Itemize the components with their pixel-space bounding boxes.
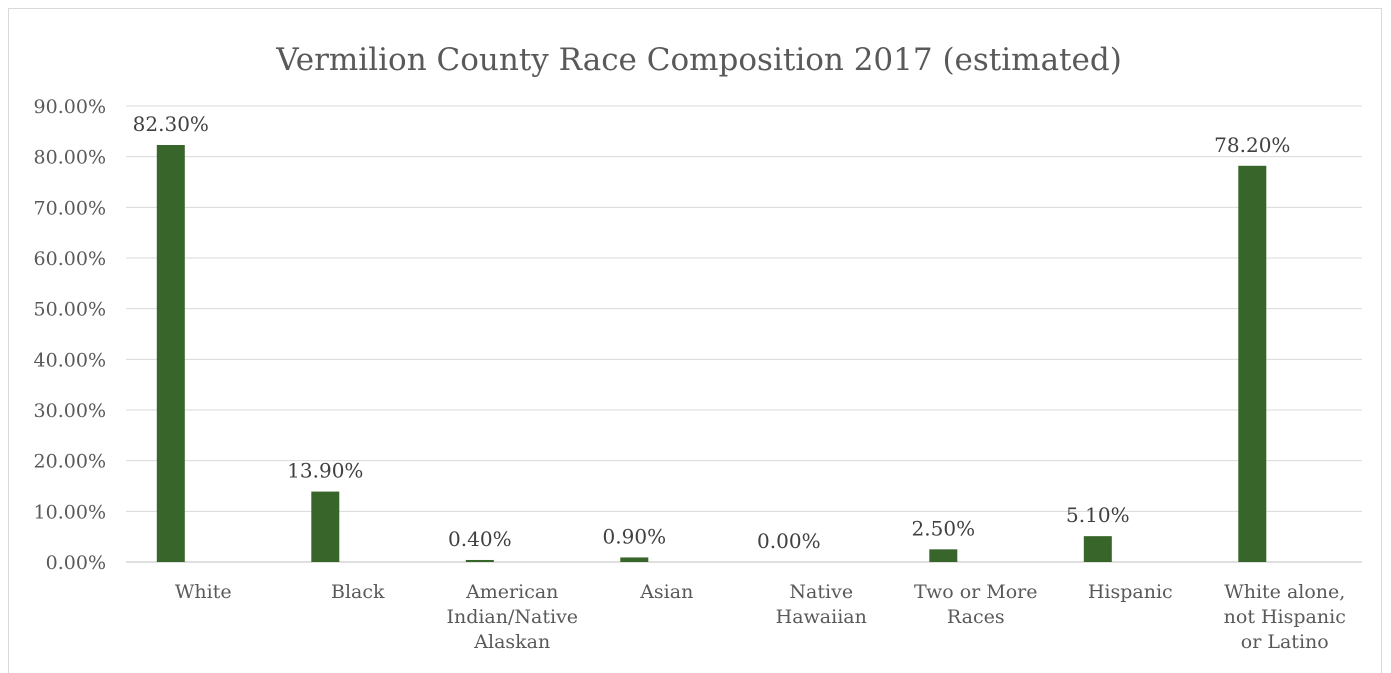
y-tick-label: 80.00% [34, 147, 106, 169]
bar [620, 557, 649, 562]
y-tick-label: 40.00% [34, 349, 106, 371]
x-category-label: White [175, 581, 232, 603]
x-category-label: Two or More Races [914, 581, 1038, 628]
x-category-label: Asian [639, 581, 693, 603]
y-tick-label: 50.00% [34, 299, 106, 321]
x-category-label: White alone, not Hispanic or Latino [1224, 581, 1346, 653]
bar [156, 145, 185, 562]
x-category-label: Hispanic [1088, 581, 1173, 603]
data-label: 5.10% [1066, 503, 1130, 527]
data-label: 0.00% [757, 529, 821, 553]
data-label: 13.90% [287, 459, 363, 483]
x-axis-labels: White Black American Indian/Native Alaskan As… [175, 581, 1346, 653]
bar [465, 559, 494, 562]
bar [311, 491, 340, 562]
y-tick-label: 0.00% [46, 552, 106, 574]
chart-title: Vermilion County Race Composition 2017 (… [275, 42, 1122, 78]
y-tick-label: 10.00% [34, 501, 106, 523]
data-label: 82.30% [133, 112, 209, 136]
y-tick-label: 30.00% [34, 400, 106, 422]
data-label: 78.20% [1214, 133, 1290, 157]
bar [1083, 536, 1112, 562]
bar [1238, 165, 1267, 562]
y-tick-label: 70.00% [34, 197, 106, 219]
bars [156, 145, 1267, 562]
data-label: 2.50% [912, 516, 976, 540]
data-labels: 82.30% 13.90% 0.40% 0.90% 0.00% 2.50% 5.10% 78.… [133, 112, 1291, 553]
x-category-label: Black [331, 581, 385, 603]
y-tick-label: 20.00% [34, 451, 106, 473]
x-category-label: American Indian/Native Alaskan [446, 581, 578, 653]
y-tick-label: 60.00% [34, 248, 106, 270]
x-category-label: Native Hawaiian [776, 581, 867, 628]
y-axis-ticks: 0.00% 10.00% 20.00% 30.00% 40.00% 50.00% 60.00… [34, 96, 106, 574]
bar [929, 549, 958, 562]
data-label: 0.90% [603, 524, 667, 548]
y-tick-label: 90.00% [34, 96, 106, 118]
data-label: 0.40% [448, 527, 512, 551]
